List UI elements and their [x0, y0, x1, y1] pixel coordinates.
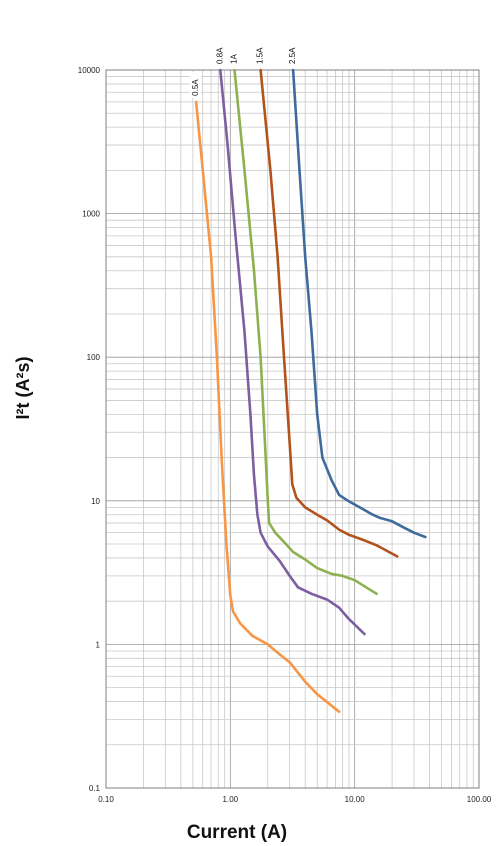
series-label: 1.5A: [256, 47, 265, 64]
y-tick-label: 1000: [82, 210, 100, 219]
series-lines: [194, 68, 427, 713]
series-labels: 0.5A 0.8A 1A 1.5A 2.5A: [190, 47, 297, 98]
y-axis-title: I²t (A²s): [13, 357, 33, 420]
y-tick-label: 1: [96, 640, 101, 649]
series-label: 0.5A: [191, 79, 200, 96]
y-tick-label: 0.1: [89, 784, 101, 793]
y-tick-label: 10000: [78, 66, 101, 75]
x-tick-label: 1.00: [223, 795, 239, 804]
x-tick-label: 10.00: [345, 795, 366, 804]
x-axis-title: Current (A): [187, 822, 287, 843]
y-tick-label: 10: [91, 497, 100, 506]
x-tick-label: 100.00: [467, 795, 492, 804]
series-label: 1A: [229, 54, 238, 64]
y-axis-ticks: 0.1 1 10 100 1000 10000: [78, 66, 101, 793]
series-line: [259, 68, 399, 558]
series-label: 0.8A: [215, 47, 224, 64]
series-line: [219, 68, 366, 636]
x-axis-ticks: 0.10 1.00 10.00 100.00: [98, 795, 492, 804]
series-line: [291, 68, 427, 539]
x-tick-label: 0.10: [98, 795, 114, 804]
y-tick-label: 100: [87, 353, 101, 362]
plot-border: [105, 69, 480, 789]
series-line: [194, 100, 341, 713]
chart-grid: [105, 70, 479, 789]
series-label-bg: [190, 71, 202, 98]
plot-frame: [105, 69, 480, 789]
series-label: 2.5A: [288, 47, 297, 64]
series-line: [233, 68, 378, 596]
